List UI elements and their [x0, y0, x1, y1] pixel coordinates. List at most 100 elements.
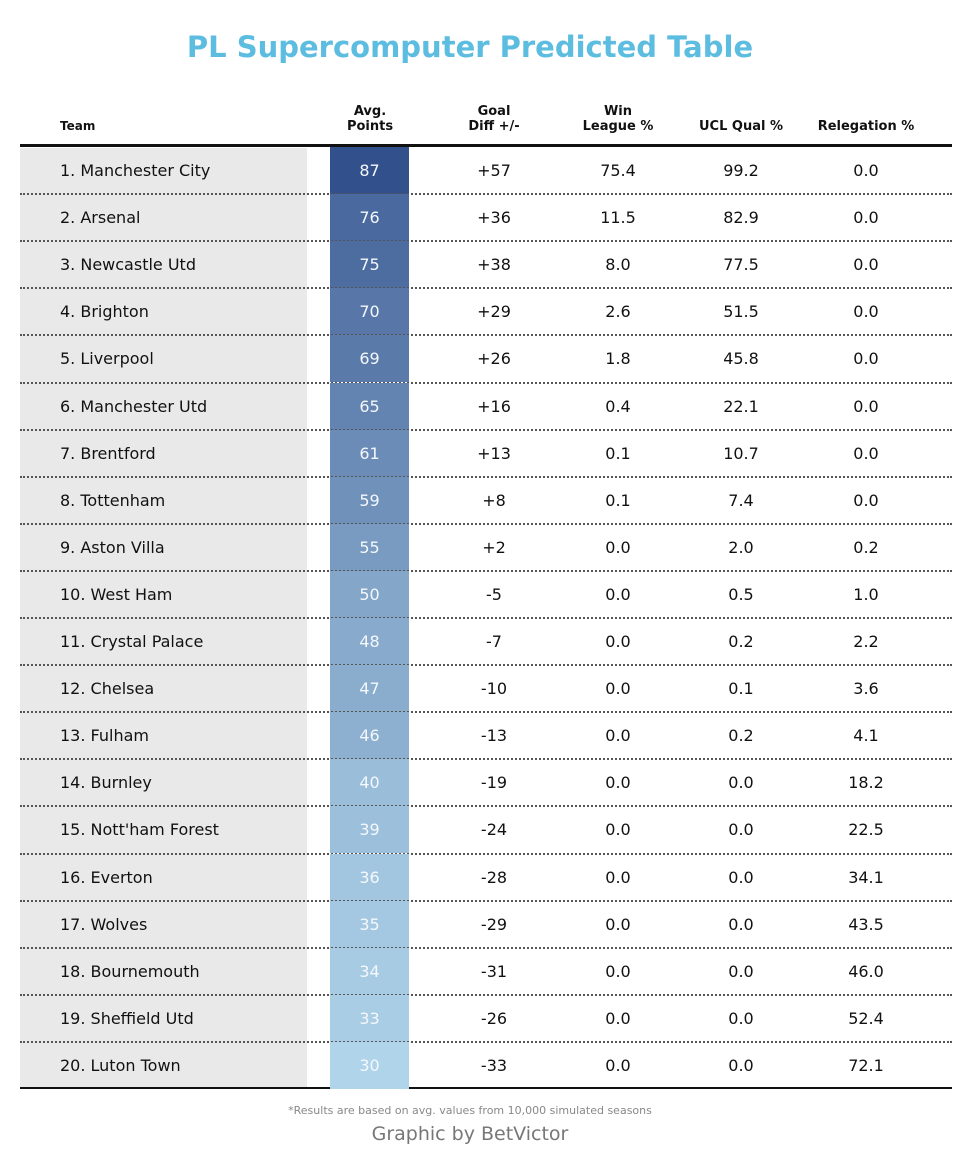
stat-cell: 0.0	[728, 1008, 754, 1028]
stat-cell: +36	[477, 208, 511, 228]
stat-cell: 45.8	[723, 349, 759, 369]
team-cell: 4. Brighton	[60, 302, 149, 322]
row-divider	[20, 899, 952, 902]
row-divider	[20, 711, 952, 714]
stat-cell: -7	[486, 632, 502, 651]
stat-cell: 0.0	[728, 820, 754, 840]
points-cell: 46	[330, 712, 409, 760]
stat-cell: 0.0	[728, 961, 754, 981]
header-line: Points	[346, 119, 394, 134]
row-divider	[20, 428, 952, 431]
stat-cell: -19	[480, 773, 508, 793]
stat-cell: 18.2	[848, 773, 884, 793]
column-header: UCL Qual %	[681, 119, 801, 134]
stat-cell: -10	[480, 679, 508, 699]
stat-cell: 0.0	[728, 914, 754, 934]
stat-cell: 77.5	[723, 255, 759, 275]
stat-cell: 0.0	[853, 443, 879, 463]
row-divider	[20, 475, 952, 478]
stat-cell: -31	[480, 961, 508, 981]
row-divider	[20, 569, 952, 572]
points-cell: 36	[330, 853, 409, 901]
stat-cell: 1.8	[605, 349, 631, 369]
points-cell: 34	[330, 947, 409, 995]
top-rule	[20, 144, 952, 147]
points-cell: 70	[330, 288, 409, 336]
stat-cell: +57	[477, 161, 511, 180]
stat-cell: 72.1	[848, 1055, 884, 1075]
stat-cell: 22.5	[848, 820, 884, 840]
stat-cell: 34.1	[848, 867, 884, 887]
column-header: Avg. Points	[310, 104, 430, 134]
stat-cell: 8.0	[605, 255, 631, 275]
stat-cell: 0.2	[728, 632, 754, 651]
stat-cell: 0.0	[853, 161, 879, 180]
points-cell: 87	[330, 147, 409, 195]
column-header: Goal Diff +/-	[434, 104, 554, 134]
stat-cell: -28	[480, 867, 508, 887]
team-cell: 10. West Ham	[60, 584, 173, 604]
points-cell: 76	[330, 194, 409, 242]
stat-cell: 4.1	[853, 726, 879, 746]
stat-cell: -24	[480, 820, 508, 840]
row-divider	[20, 852, 952, 855]
stat-cell: -26	[480, 1008, 508, 1028]
row-divider	[20, 334, 952, 337]
team-cell: 13. Fulham	[60, 726, 149, 746]
stat-cell: 0.0	[853, 349, 879, 369]
stat-cell: 0.2	[728, 726, 754, 746]
stat-cell: 1.0	[853, 584, 879, 604]
points-cell: 40	[330, 759, 409, 807]
row-divider	[20, 946, 952, 949]
points-cell: 61	[330, 429, 409, 477]
team-cell: 1. Manchester City	[60, 161, 211, 180]
stat-cell: 2.2	[853, 632, 879, 651]
points-cell: 35	[330, 900, 409, 948]
stat-cell: 0.0	[605, 1055, 631, 1075]
points-cell: 47	[330, 665, 409, 713]
team-cell: 17. Wolves	[60, 914, 148, 934]
points-cell: 69	[330, 335, 409, 383]
stat-cell: 7.4	[728, 490, 754, 510]
team-cell: 3. Newcastle Utd	[60, 255, 196, 275]
stat-cell: 0.2	[853, 537, 879, 557]
stat-cell: 0.0	[605, 820, 631, 840]
stat-cell: 2.6	[605, 302, 631, 322]
points-cell: 33	[330, 994, 409, 1042]
stat-cell: -29	[480, 914, 508, 934]
stat-cell: 0.0	[605, 632, 631, 651]
stat-cell: 0.0	[853, 396, 879, 416]
stat-cell: 11.5	[600, 208, 636, 228]
stat-cell: 0.0	[728, 773, 754, 793]
header-line: Goal	[477, 104, 511, 119]
team-cell: 8. Tottenham	[60, 490, 166, 510]
team-cell: 9. Aston Villa	[60, 537, 165, 557]
team-cell: 19. Sheffield Utd	[60, 1008, 194, 1028]
stat-cell: 0.0	[853, 302, 879, 322]
stat-cell: -5	[486, 584, 502, 604]
row-divider	[20, 287, 952, 290]
stat-cell: 0.0	[605, 1008, 631, 1028]
stat-cell: 0.1	[605, 443, 631, 463]
stat-cell: +29	[477, 302, 511, 322]
points-cell: 75	[330, 241, 409, 289]
team-cell: 18. Bournemouth	[60, 961, 200, 981]
points-cell: 59	[330, 476, 409, 524]
row-divider	[20, 805, 952, 808]
stat-cell: 51.5	[723, 302, 759, 322]
stat-cell: 0.0	[605, 961, 631, 981]
row-divider	[20, 993, 952, 996]
header-line: Relegation %	[817, 119, 915, 134]
team-cell: 15. Nott'ham Forest	[60, 820, 219, 840]
column-header: Win League %	[558, 104, 678, 134]
stat-cell: 0.1	[728, 679, 754, 699]
stat-cell: 99.2	[723, 161, 759, 180]
team-cell: 11. Crystal Palace	[60, 632, 204, 651]
bottom-rule	[20, 1087, 952, 1089]
header-line: Win	[603, 104, 633, 119]
header-line: League %	[582, 119, 654, 134]
stat-cell: 3.6	[853, 679, 879, 699]
row-divider	[20, 522, 952, 525]
stat-cell: 0.0	[853, 490, 879, 510]
